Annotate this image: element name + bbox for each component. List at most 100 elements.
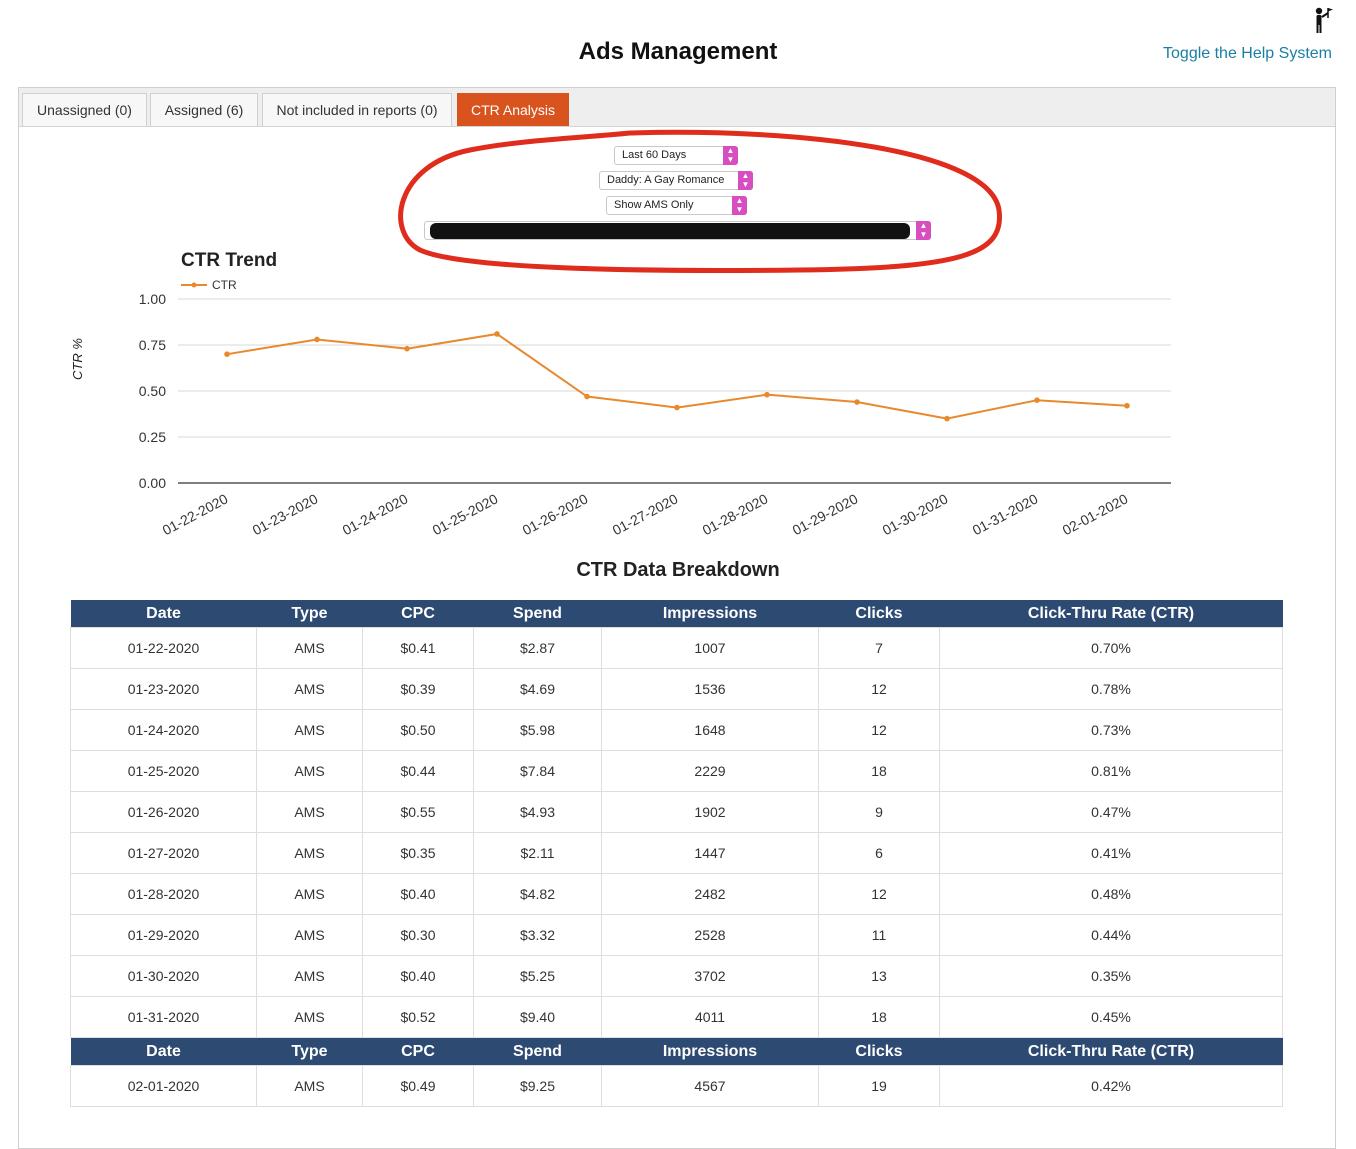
table-cell: 01-30-2020 xyxy=(70,955,257,997)
table-cell: 01-23-2020 xyxy=(70,668,257,710)
table-cell: $0.49 xyxy=(362,1065,474,1107)
table-cell: $2.11 xyxy=(473,832,602,874)
table-cell: $3.32 xyxy=(473,914,602,956)
table-cell: $0.55 xyxy=(362,791,474,833)
table-cell: AMS xyxy=(256,750,363,792)
x-tick-label: 01-26-2020 xyxy=(520,490,591,538)
table-row: 01-31-2020 AMS $0.52 $9.40 4011 18 0.45% xyxy=(70,996,1283,1038)
help-person-icon[interactable] xyxy=(1310,6,1334,34)
breakdown-title: CTR Data Breakdown xyxy=(576,559,780,581)
table-cell: $0.44 xyxy=(362,750,474,792)
column-header[interactable]: Impressions xyxy=(601,600,819,628)
table-cell: 0.47% xyxy=(939,791,1283,833)
table-cell: 1648 xyxy=(601,709,819,751)
column-header[interactable]: Impressions xyxy=(601,1037,819,1066)
toggle-help-link[interactable]: Toggle the Help System xyxy=(1163,45,1332,62)
column-header[interactable]: Date xyxy=(70,1037,257,1066)
data-point[interactable] xyxy=(584,393,590,400)
tab-unassigned[interactable]: Unassigned (0) xyxy=(22,93,147,126)
data-point[interactable] xyxy=(314,336,320,343)
table-cell: 2528 xyxy=(601,914,819,956)
table-row: 01-29-2020 AMS $0.30 $3.32 2528 11 0.44% xyxy=(70,914,1283,956)
table-cell: 19 xyxy=(818,1065,940,1107)
x-tick-label: 01-22-2020 xyxy=(160,490,231,538)
table-cell: 11 xyxy=(818,914,940,956)
x-tick-label: 01-28-2020 xyxy=(700,490,771,538)
y-tick-label: 0.25 xyxy=(139,429,166,445)
table-row: 01-28-2020 AMS $0.40 $4.82 2482 12 0.48% xyxy=(70,873,1283,915)
ctr-data-table: Date Type CPC Spend Impressions Clicks C… xyxy=(70,600,1283,1107)
table-cell: $0.35 xyxy=(362,832,474,874)
table-cell: 12 xyxy=(818,709,940,751)
tab-ctr-analysis[interactable]: CTR Analysis xyxy=(457,93,569,126)
table-cell: 4567 xyxy=(601,1065,819,1107)
table-cell: 3702 xyxy=(601,955,819,997)
tab-not-included[interactable]: Not included in reports (0) xyxy=(262,93,452,126)
table-cell: $5.98 xyxy=(473,709,602,751)
table-cell: 01-28-2020 xyxy=(70,873,257,915)
table-cell: $0.52 xyxy=(362,996,474,1038)
legend-label: CTR xyxy=(212,278,237,292)
table-cell: AMS xyxy=(256,709,363,751)
column-header[interactable]: Clicks xyxy=(818,1037,940,1066)
table-cell: $4.69 xyxy=(473,668,602,710)
table-cell: 01-31-2020 xyxy=(70,996,257,1038)
data-point[interactable] xyxy=(404,345,410,352)
table-cell: $0.30 xyxy=(362,914,474,956)
y-tick-label: 0.50 xyxy=(139,383,166,399)
table-row: 01-26-2020 AMS $0.55 $4.93 1902 9 0.47% xyxy=(70,791,1283,833)
table-cell: 01-25-2020 xyxy=(70,750,257,792)
data-point[interactable] xyxy=(854,399,860,405)
data-point[interactable] xyxy=(674,404,680,411)
table-cell: 2482 xyxy=(601,873,819,915)
page-title: Ads Management xyxy=(578,38,778,65)
table-cell: AMS xyxy=(256,668,363,710)
table-cell: 0.35% xyxy=(939,955,1283,997)
column-header[interactable]: Spend xyxy=(473,1037,602,1066)
data-point[interactable] xyxy=(494,331,500,337)
table-cell: 0.42% xyxy=(939,1065,1283,1107)
table-cell: 4011 xyxy=(601,996,819,1038)
data-point[interactable] xyxy=(764,391,770,398)
data-point[interactable] xyxy=(944,415,950,422)
table-cell: 2229 xyxy=(601,750,819,792)
table-cell: AMS xyxy=(256,955,363,997)
table-cell: $0.50 xyxy=(362,709,474,751)
column-header[interactable]: Clicks xyxy=(818,600,940,628)
data-point[interactable] xyxy=(224,351,230,358)
table-cell: $4.93 xyxy=(473,791,602,833)
column-header[interactable]: Click-Thru Rate (CTR) xyxy=(939,600,1283,628)
x-tick-label: 01-24-2020 xyxy=(340,490,411,538)
table-cell: 13 xyxy=(818,955,940,997)
table-cell: $0.39 xyxy=(362,668,474,710)
table-cell: 0.70% xyxy=(939,627,1283,669)
y-tick-label: 1.00 xyxy=(139,291,166,307)
table-cell: 1007 xyxy=(601,627,819,669)
table-cell: $9.40 xyxy=(473,996,602,1038)
table-cell: $0.40 xyxy=(362,955,474,997)
table-cell: $0.41 xyxy=(362,627,474,669)
column-header[interactable]: CPC xyxy=(362,600,474,628)
column-header[interactable]: Click-Thru Rate (CTR) xyxy=(939,1037,1283,1066)
table-cell: 18 xyxy=(818,996,940,1038)
table-cell: 0.44% xyxy=(939,914,1283,956)
tab-assigned[interactable]: Assigned (6) xyxy=(150,93,258,126)
x-tick-label: 01-29-2020 xyxy=(790,490,861,538)
table-cell: 1536 xyxy=(601,668,819,710)
chart-title: CTR Trend xyxy=(181,250,278,271)
column-header[interactable]: Date xyxy=(70,600,257,628)
y-tick-label: 0.75 xyxy=(139,337,166,353)
table-cell: 7 xyxy=(818,627,940,669)
ctr-trend-chart: CTR 0.00 0.25 0.50 0.75 1.00 01-22-2020 01-23… xyxy=(139,278,1171,538)
table-cell: 6 xyxy=(818,832,940,874)
column-header[interactable]: CPC xyxy=(362,1037,474,1066)
table-cell: 01-29-2020 xyxy=(70,914,257,956)
column-header[interactable]: Type xyxy=(256,600,363,628)
table-row: 01-30-2020 AMS $0.40 $5.25 3702 13 0.35% xyxy=(70,955,1283,997)
table-cell: 0.78% xyxy=(939,668,1283,710)
column-header[interactable]: Type xyxy=(256,1037,363,1066)
table-cell: AMS xyxy=(256,627,363,669)
data-point[interactable] xyxy=(1034,397,1040,404)
column-header[interactable]: Spend xyxy=(473,600,602,628)
data-point[interactable] xyxy=(1124,402,1130,409)
